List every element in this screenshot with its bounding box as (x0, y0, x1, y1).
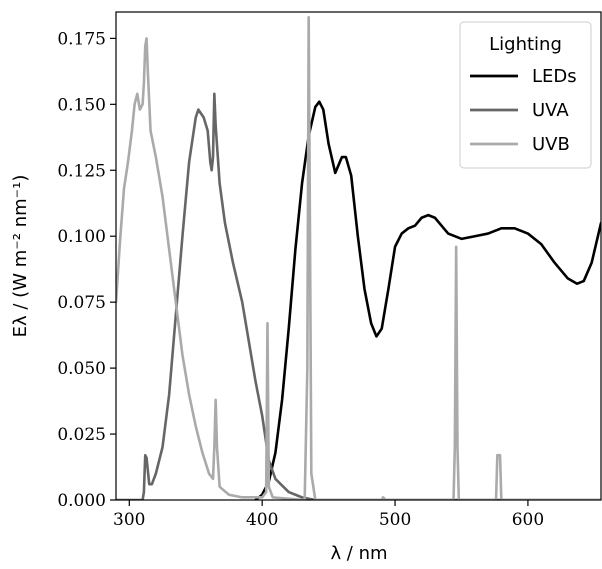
x-axis-label: λ / nm (330, 543, 387, 564)
y-tick-label: 0.100 (57, 227, 106, 247)
legend-label-uva: UVA (532, 100, 569, 121)
legend-label-leds: LEDs (532, 66, 577, 87)
x-tick-label: 400 (246, 510, 278, 530)
y-tick-label: 0.000 (57, 491, 106, 511)
y-tick-label: 0.125 (57, 161, 106, 181)
series-line-uva (116, 92, 601, 500)
x-tick-label: 600 (512, 510, 544, 530)
legend-box (459, 21, 592, 169)
series-line-uvb (116, 15, 601, 500)
legend-label-uvb: UVB (532, 134, 570, 155)
y-tick-label: 0.050 (57, 359, 106, 379)
y-tick-label: 0.025 (57, 425, 106, 445)
series-line-leds (254, 100, 601, 500)
legend-title: Lighting (489, 34, 562, 55)
y-tick-label: 0.175 (57, 29, 106, 49)
x-tick-label: 300 (113, 510, 145, 530)
y-axis-label: Eλ / (W m⁻² nm⁻¹) (10, 175, 31, 338)
x-tick-label: 500 (379, 510, 411, 530)
y-tick-label: 0.075 (57, 293, 106, 313)
plot-frame (115, 11, 602, 501)
y-tick-label: 0.150 (57, 95, 106, 115)
